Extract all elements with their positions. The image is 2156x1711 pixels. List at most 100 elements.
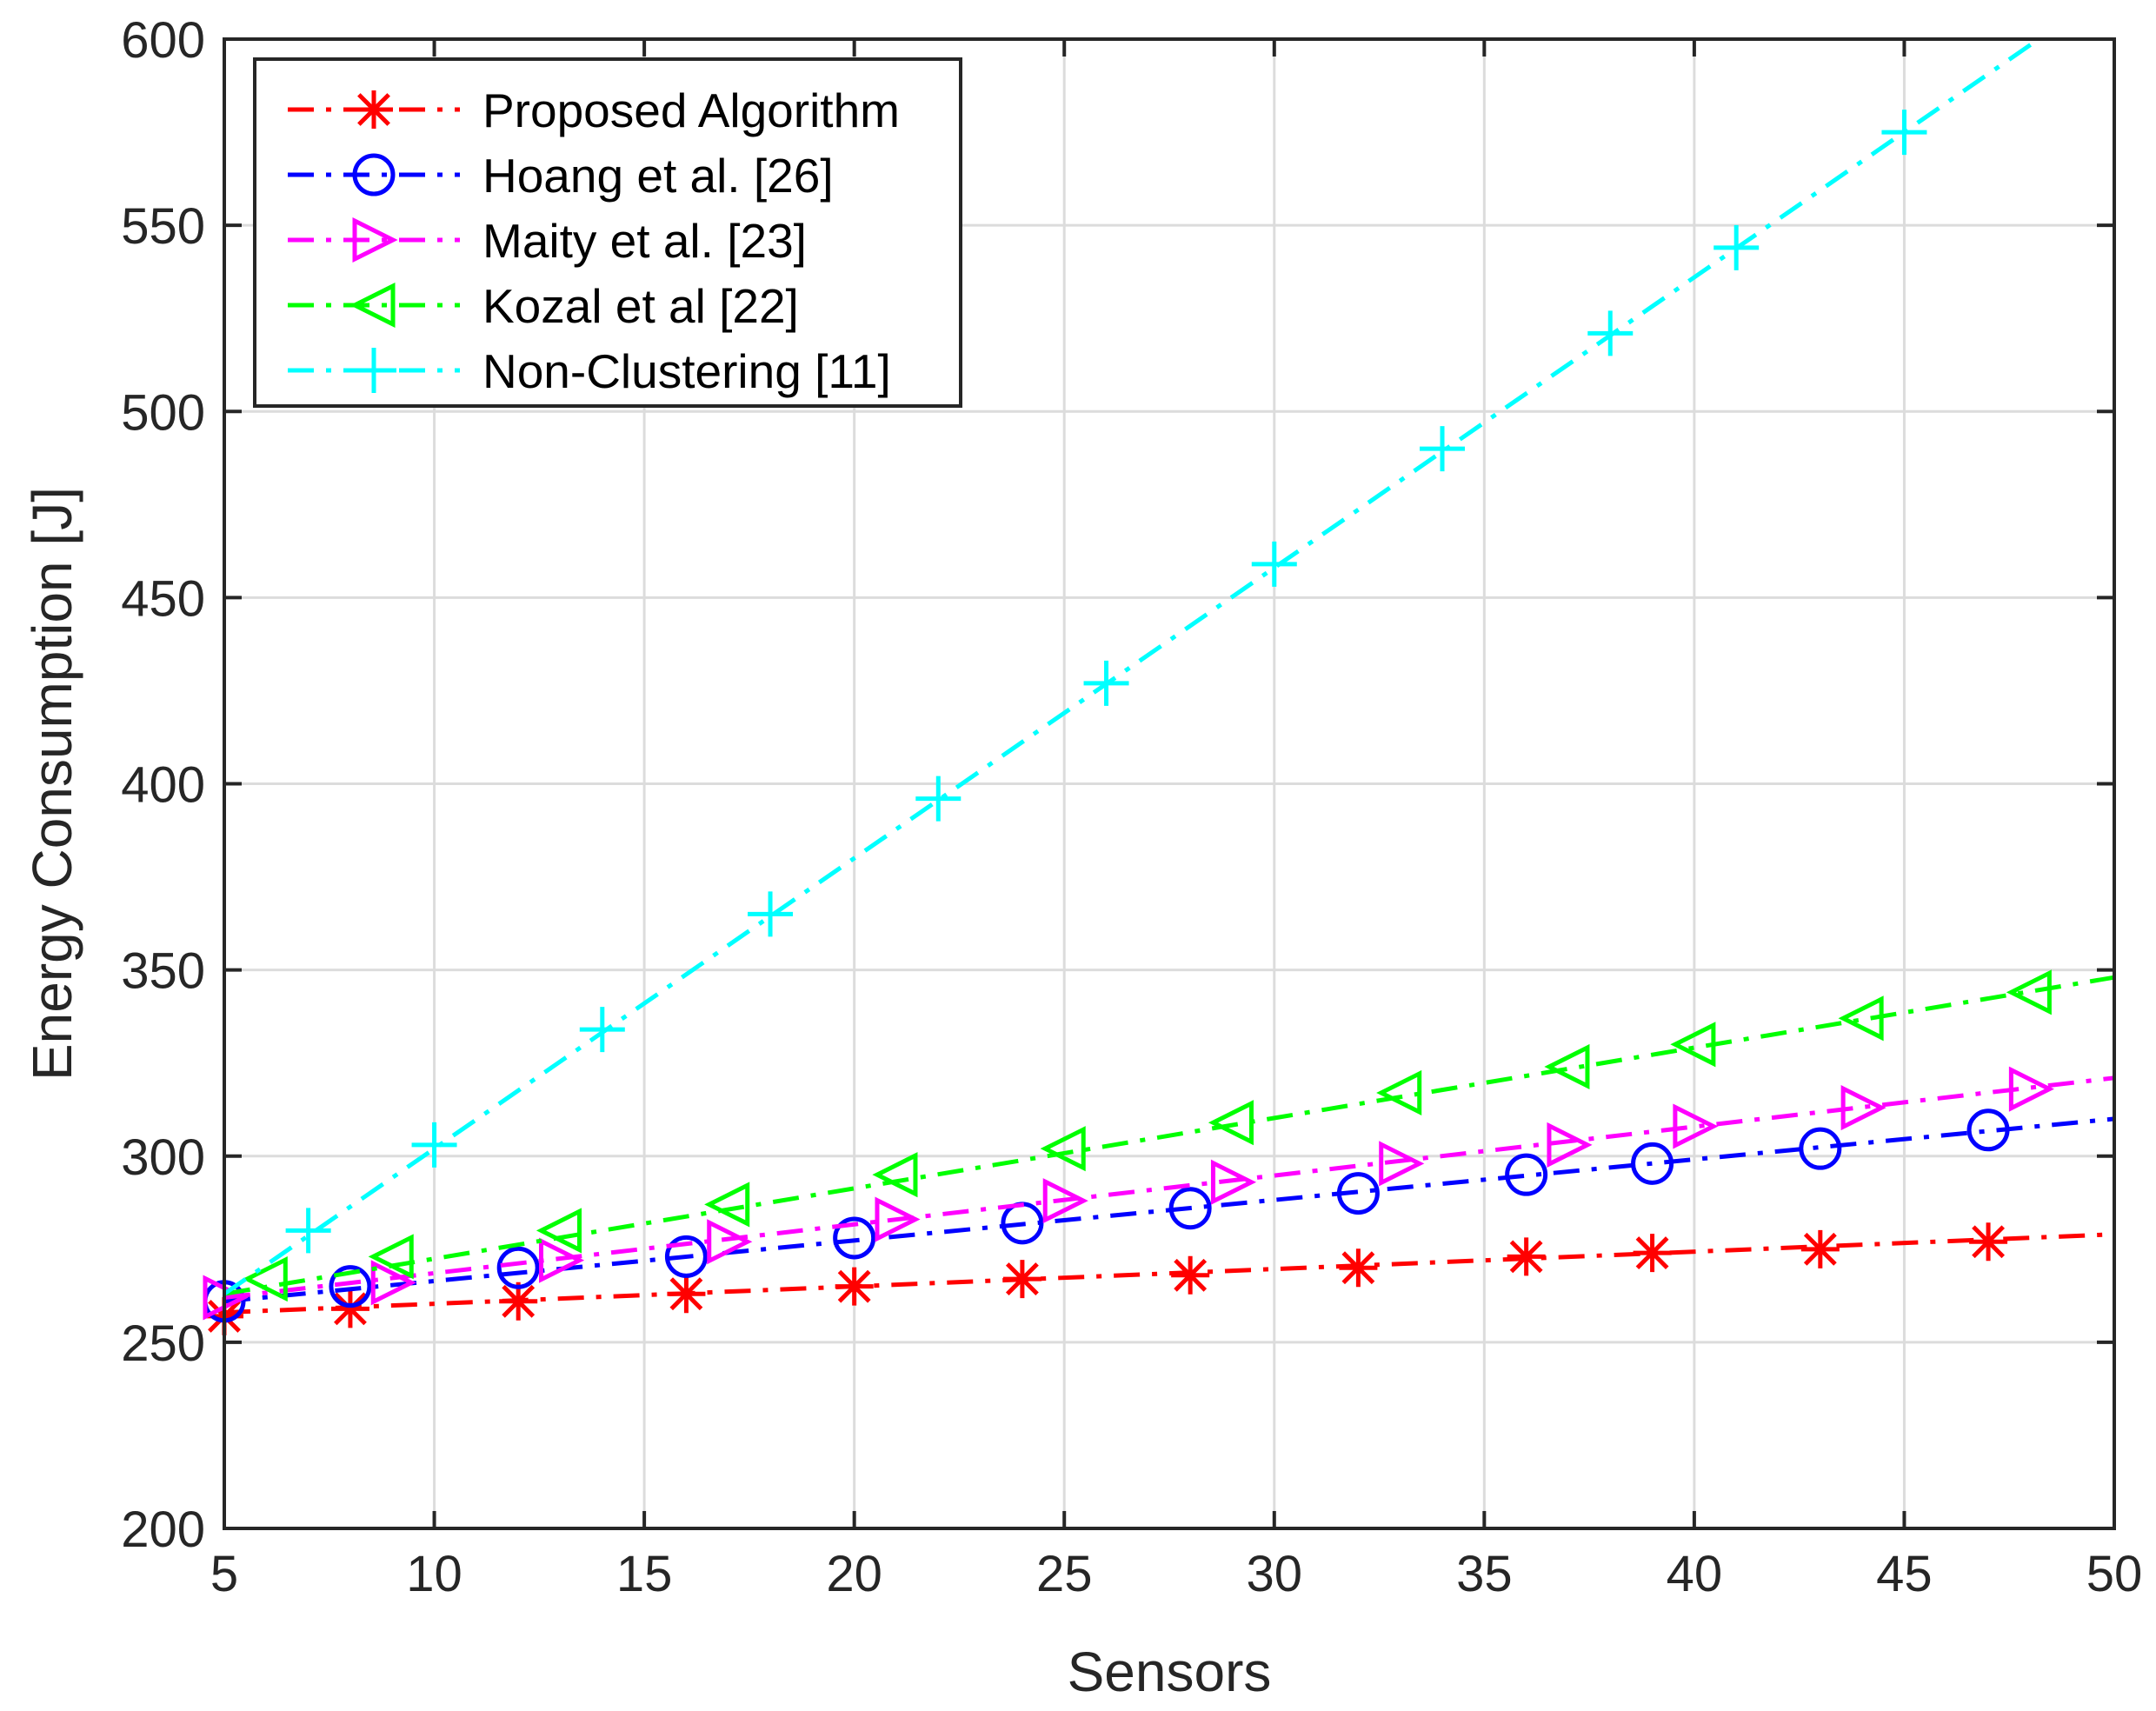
circle-marker (1336, 1172, 1380, 1215)
plus-marker (1420, 426, 1466, 472)
triangle-right-marker (875, 1196, 921, 1242)
x-tick-label: 50 (2086, 1546, 2143, 1602)
triangle-left-marker (1670, 1022, 1716, 1068)
x-tick-label: 5 (210, 1546, 238, 1602)
triangle-right-marker (352, 216, 398, 263)
y-tick-label: 350 (121, 943, 205, 1000)
circle-marker (1505, 1153, 1548, 1196)
x-tick-label: 10 (406, 1546, 462, 1602)
legend-label: Kozal et al [22] (482, 279, 799, 333)
plus-marker (1251, 541, 1297, 587)
legend-label: Proposed Algorithm (482, 83, 900, 137)
x-tick-label: 25 (1036, 1546, 1093, 1602)
x-tick-label: 40 (1667, 1546, 1723, 1602)
y-tick-label: 250 (121, 1315, 205, 1372)
legend-item: Proposed Algorithm (288, 83, 900, 137)
triangle-left-marker (704, 1182, 750, 1228)
y-tick-label: 400 (121, 757, 205, 814)
triangle-right-marker (1673, 1103, 1719, 1149)
triangle-right-marker (707, 1219, 753, 1265)
y-tick-label: 600 (121, 12, 205, 69)
plus-marker (1083, 660, 1129, 706)
circle-marker (1168, 1187, 1212, 1230)
y-tick-label: 200 (121, 1501, 205, 1558)
plus-marker (748, 891, 794, 937)
circle-marker (329, 1265, 372, 1308)
series-group (223, 37, 2040, 1296)
triangle-right-marker (370, 1260, 416, 1306)
asterisk-marker (499, 1282, 538, 1321)
triangle-left-marker (872, 1152, 918, 1198)
legend: Proposed Algorithm Hoang et al. [26] Maity… (253, 57, 962, 408)
x-axis-title: Sensors (1068, 1641, 1272, 1703)
x-tick-label: 15 (616, 1546, 673, 1602)
triangle-right-marker (1042, 1178, 1088, 1224)
legend-item: Non-Clustering [11] (288, 344, 891, 398)
series-layer (203, 37, 2115, 1335)
plus-marker (579, 1007, 625, 1053)
asterisk-marker (355, 90, 393, 129)
x-tick-label: 30 (1247, 1546, 1303, 1602)
axis-ticks: 5 10 15 20 25 30 35 40 45 50 200 250 300 350 400 450 500… (121, 12, 2142, 1602)
triangle-right-marker (1210, 1159, 1257, 1205)
triangle-right-marker (1840, 1085, 1886, 1131)
y-axis-title: Energy Consumption [J] (21, 487, 83, 1081)
legend-label: Hoang et al. [26] (482, 149, 834, 203)
asterisk-marker (1633, 1234, 1672, 1273)
plus-marker (351, 348, 396, 393)
asterisk-marker (1171, 1255, 1210, 1295)
asterisk-marker (1339, 1248, 1378, 1288)
asterisk-marker (1800, 1229, 1840, 1268)
triangle-left-marker (1376, 1069, 1422, 1115)
asterisk-marker (667, 1275, 706, 1314)
plus-marker (1587, 310, 1634, 356)
x-tick-label: 45 (1876, 1546, 1933, 1602)
y-tick-label: 300 (121, 1129, 205, 1186)
legend-item: Hoang et al. [26] (288, 149, 834, 203)
plus-marker (285, 1208, 331, 1254)
plus-marker (915, 776, 962, 822)
triangle-left-marker (536, 1208, 582, 1254)
asterisk-marker (1002, 1260, 1041, 1299)
circle-marker (664, 1235, 708, 1278)
asterisk-marker (330, 1289, 369, 1328)
series-group (205, 1222, 2115, 1335)
asterisk-marker (1969, 1222, 2008, 1262)
series-group (223, 969, 2115, 1302)
triangle-right-marker (1379, 1141, 1425, 1187)
plus-marker (1713, 224, 1760, 270)
x-tick-label: 20 (826, 1546, 882, 1602)
legend-label: Non-Clustering [11] (482, 344, 891, 398)
triangle-left-marker (368, 1234, 414, 1280)
y-tick-label: 550 (121, 198, 205, 255)
circle-marker (352, 153, 396, 196)
circle-marker (496, 1246, 540, 1289)
triangle-left-marker (349, 282, 396, 329)
circle-marker (1631, 1142, 1674, 1185)
series-line (223, 975, 2115, 1296)
triangle-left-marker (1040, 1126, 1086, 1172)
circle-marker (1966, 1108, 2010, 1152)
legend-label: Maity et al. [23] (482, 214, 807, 268)
triangle-right-marker (538, 1237, 585, 1283)
asterisk-marker (835, 1267, 874, 1306)
y-tick-label: 450 (121, 570, 205, 627)
x-tick-label: 35 (1456, 1546, 1513, 1602)
triangle-right-marker (2008, 1066, 2054, 1112)
legend-item: Kozal et al [22] (288, 279, 799, 333)
plus-marker (1881, 110, 1927, 156)
triangle-left-marker (242, 1256, 288, 1302)
circle-marker (833, 1216, 876, 1260)
legend-item: Maity et al. [23] (288, 214, 807, 268)
triangle-left-marker (1838, 995, 1884, 1042)
triangle-left-marker (2006, 969, 2052, 1015)
y-tick-label: 500 (121, 384, 205, 441)
series-line (223, 1232, 2115, 1315)
triangle-left-marker (1544, 1043, 1590, 1090)
plus-marker (411, 1122, 457, 1168)
circle-marker (1799, 1127, 1842, 1170)
triangle-right-marker (1547, 1122, 1593, 1168)
triangle-left-marker (1208, 1100, 1254, 1146)
asterisk-marker (1507, 1237, 1546, 1276)
